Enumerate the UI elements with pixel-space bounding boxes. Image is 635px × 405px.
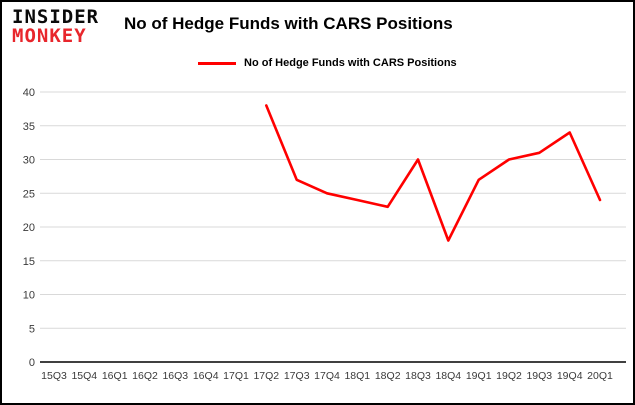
y-tick-label: 35	[23, 121, 35, 133]
x-tick-label: 19Q4	[557, 370, 583, 382]
x-tick-label: 18Q4	[435, 370, 461, 382]
x-tick-label: 15Q4	[71, 370, 97, 382]
x-tick-label: 19Q2	[496, 370, 522, 382]
y-tick-label: 5	[29, 323, 35, 335]
logo-line-insider: INSIDER	[12, 6, 100, 28]
x-tick-label: 15Q3	[41, 370, 67, 382]
chart-title: No of Hedge Funds with CARS Positions	[124, 14, 453, 33]
x-tick-label: 17Q1	[223, 370, 249, 382]
x-tick-label: 18Q3	[405, 370, 431, 382]
x-tick-label: 19Q1	[466, 370, 492, 382]
logo-line-monkey: MONKEY	[12, 25, 87, 48]
x-tick-label: 20Q1	[587, 370, 613, 382]
y-tick-label: 15	[23, 256, 35, 268]
y-tick-label: 10	[23, 290, 35, 302]
x-tick-label: 16Q2	[132, 370, 158, 382]
y-tick-label: 0	[29, 357, 35, 369]
data-line	[264, 104, 602, 242]
x-tick-label: 18Q1	[344, 370, 370, 382]
insider-monkey-logo: INSIDER MONKEY	[12, 6, 100, 48]
legend-line-swatch	[198, 61, 236, 65]
y-tick-label: 20	[23, 222, 35, 234]
chart-legend: No of Hedge Funds with CARS Positions	[198, 57, 457, 69]
x-tick-label: 19Q3	[526, 370, 552, 382]
legend-label: No of Hedge Funds with CARS Positions	[244, 57, 457, 69]
x-tick-label: 16Q1	[102, 370, 128, 382]
x-tick-label: 17Q2	[253, 370, 279, 382]
y-tick-label: 30	[23, 155, 35, 167]
y-tick-label: 40	[23, 87, 35, 99]
y-tick-label: 25	[23, 188, 35, 200]
x-tick-label: 17Q3	[284, 370, 310, 382]
x-tick-label: 16Q4	[193, 370, 219, 382]
x-tick-label: 18Q2	[375, 370, 401, 382]
x-tick-label: 16Q3	[162, 370, 188, 382]
x-tick-label: 17Q4	[314, 370, 340, 382]
